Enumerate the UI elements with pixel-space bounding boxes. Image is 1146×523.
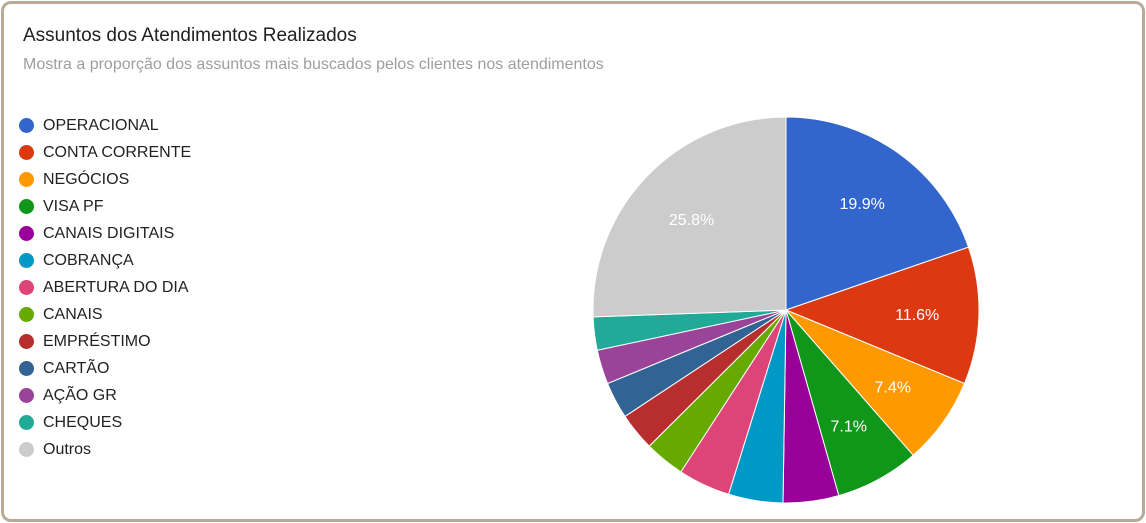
legend-item[interactable]: EMPRÉSTIMO [19, 328, 191, 355]
legend-label: OPERACIONAL [43, 116, 159, 134]
legend-label: NEGÓCIOS [43, 170, 130, 188]
slice-data-label: 19.9% [840, 196, 885, 213]
legend-swatch [19, 199, 34, 214]
legend-item[interactable]: CONTA CORRENTE [19, 139, 191, 166]
pie-slice[interactable] [592, 116, 787, 318]
legend-swatch [19, 388, 34, 403]
legend-item[interactable]: Outros [19, 436, 191, 463]
legend-item[interactable]: OPERACIONAL [19, 112, 191, 139]
legend-swatch [19, 307, 34, 322]
slice-data-label: 11.6% [895, 307, 939, 324]
legend-label: COBRANÇA [43, 251, 134, 269]
legend-item[interactable]: VISA PF [19, 193, 191, 220]
chart-subtitle: Mostra a proporção dos assuntos mais bus… [23, 56, 604, 73]
legend-swatch [19, 253, 34, 268]
chart-legend: OPERACIONAL CONTA CORRENTE NEGÓCIOS VISA PF… [19, 112, 191, 463]
legend-swatch [19, 145, 34, 160]
legend-label: CANAIS [43, 305, 103, 323]
slice-data-label: 25.8% [669, 212, 714, 229]
legend-item[interactable]: CANAIS DIGITAIS [19, 220, 191, 247]
legend-label: CANAIS DIGITAIS [43, 224, 175, 242]
slice-data-label: 7.1% [830, 418, 866, 435]
legend-swatch [19, 280, 34, 295]
legend-swatch [19, 442, 34, 457]
legend-item[interactable]: AÇÃO GR [19, 382, 191, 409]
legend-swatch [19, 415, 34, 430]
legend-item[interactable]: CARTÃO [19, 355, 191, 382]
legend-label: VISA PF [43, 197, 104, 215]
legend-swatch [19, 118, 34, 133]
legend-label: CONTA CORRENTE [43, 143, 192, 161]
legend-label: Outros [43, 440, 92, 458]
legend-swatch [19, 361, 34, 376]
legend-label: AÇÃO GR [43, 386, 117, 404]
legend-item[interactable]: NEGÓCIOS [19, 166, 191, 193]
legend-item[interactable]: CANAIS [19, 301, 191, 328]
legend-item[interactable]: ABERTURA DO DIA [19, 274, 191, 301]
legend-swatch [19, 172, 34, 187]
legend-label: EMPRÉSTIMO [43, 332, 151, 350]
slice-data-label: 7.4% [874, 379, 910, 396]
pie-slice[interactable] [784, 246, 980, 385]
legend-item[interactable]: CHEQUES [19, 409, 191, 436]
legend-label: CHEQUES [43, 413, 123, 431]
legend-swatch [19, 226, 34, 241]
legend-label: CARTÃO [43, 359, 110, 377]
legend-swatch [19, 334, 34, 349]
pie-slice[interactable] [785, 116, 970, 311]
legend-label: ABERTURA DO DIA [43, 278, 189, 296]
legend-item[interactable]: COBRANÇA [19, 247, 191, 274]
chart-title: Assuntos dos Atendimentos Realizados [23, 25, 357, 46]
